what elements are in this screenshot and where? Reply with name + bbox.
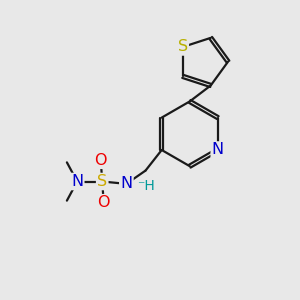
Text: O: O <box>94 153 107 168</box>
Text: ⁻H: ⁻H <box>138 179 155 193</box>
Text: S: S <box>97 174 107 189</box>
Text: S: S <box>178 40 188 55</box>
Text: O: O <box>98 195 110 210</box>
Text: N: N <box>120 176 132 191</box>
Text: N: N <box>212 142 224 158</box>
Text: N: N <box>71 174 83 189</box>
